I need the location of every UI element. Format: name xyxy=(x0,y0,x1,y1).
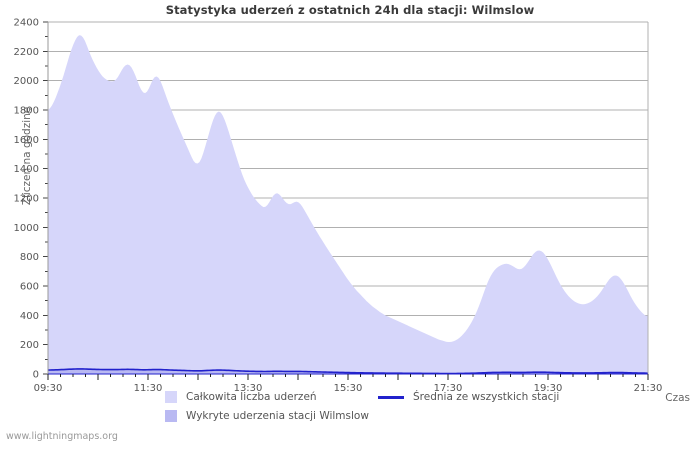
svg-text:1600: 1600 xyxy=(14,135,39,146)
y-tick-group: 0 200 400 600 800 1000 1200 1400 1600 1800 2000 220… xyxy=(14,18,48,381)
series-areas-group xyxy=(48,35,648,374)
chart-title: Statystyka uderzeń z ostatnich 24h dla s… xyxy=(165,3,535,17)
svg-text:600: 600 xyxy=(20,282,39,293)
legend-item-station: Wykryte uderzenia stacji Wilmslow xyxy=(165,407,369,425)
x-tick-label: 13:30 xyxy=(234,383,263,394)
x-axis-label: Czas xyxy=(665,392,690,404)
legend-item-total: Całkowita liczba uderzeń xyxy=(165,388,317,406)
x-tick-label: 15:30 xyxy=(334,383,363,394)
x-tick-group: 09:3011:3013:3015:3017:3019:3021:3023:30… xyxy=(34,374,663,394)
average-line-group xyxy=(47,368,649,375)
svg-text:1800: 1800 xyxy=(14,106,39,117)
legend-label-average: Średnia ze wszystkich stacji xyxy=(413,391,560,403)
x-tick-label: 21:30 xyxy=(634,383,663,394)
svg-text:2000: 2000 xyxy=(14,76,39,87)
footer-credit: www.lightningmaps.org xyxy=(6,431,118,442)
legend-swatch-total xyxy=(165,391,177,403)
x-tick-label: 19:30 xyxy=(534,383,563,394)
legend-label-station: Wykryte uderzenia stacji Wilmslow xyxy=(186,410,369,422)
x-tick-label: 09:30 xyxy=(34,383,63,394)
legend-swatch-station xyxy=(165,410,177,422)
svg-text:1200: 1200 xyxy=(14,194,39,205)
x-tick-label: 17:30 xyxy=(434,383,463,394)
svg-text:400: 400 xyxy=(20,311,39,322)
svg-text:200: 200 xyxy=(20,340,39,351)
svg-text:1400: 1400 xyxy=(14,164,39,175)
svg-text:2200: 2200 xyxy=(14,47,39,58)
svg-text:800: 800 xyxy=(20,252,39,263)
x-tick-label: 11:30 xyxy=(134,383,163,394)
legend-item-average: Średnia ze wszystkich stacji xyxy=(378,388,559,406)
area-total xyxy=(48,35,648,374)
legend-label-total: Całkowita liczba uderzeń xyxy=(186,391,317,403)
svg-text:0: 0 xyxy=(33,370,39,381)
legend-line-average xyxy=(378,395,404,399)
svg-text:2400: 2400 xyxy=(14,18,39,29)
chart-legend: Całkowita liczba uderzeń Wykryte uderzen… xyxy=(0,388,700,428)
line-average xyxy=(47,368,649,375)
svg-text:1000: 1000 xyxy=(14,223,39,234)
